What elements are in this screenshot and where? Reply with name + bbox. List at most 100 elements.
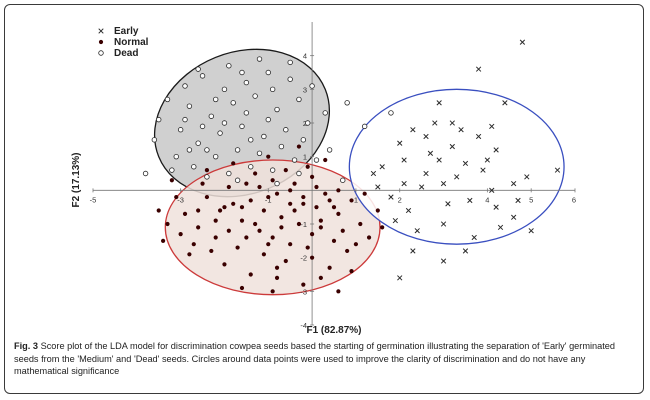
data-point-normal [323,157,328,163]
data-point-early [554,167,561,173]
data-point-normal [288,188,293,193]
legend-marker-dead [98,50,104,56]
data-point-early [511,214,517,220]
data-point-normal [231,201,236,206]
data-point-normal [169,178,174,183]
data-point-early [388,194,394,200]
data-point-dead [204,147,210,153]
data-point-dead [283,127,289,133]
data-point-normal [266,194,271,200]
data-point-early [410,127,416,133]
data-point-normal [314,205,319,210]
data-point-dead [226,63,232,69]
data-point-normal [217,208,223,213]
legend-label-early: Early [114,26,139,37]
data-point-dead [230,100,236,106]
data-point-early [475,133,482,140]
data-point-dead [234,177,241,183]
points-layer [142,39,561,294]
data-point-early [423,133,429,140]
data-point-normal [309,232,315,237]
data-point-normal [204,194,210,200]
data-point-early [405,207,412,214]
data-point-dead [261,133,267,140]
data-point-dead [265,116,271,123]
x-tick-label: -1 [265,195,272,204]
data-point-normal [182,211,188,216]
y-tick-label: -3 [300,287,307,296]
legend-label-dead: Dead [114,48,138,59]
data-point-dead [239,69,245,76]
data-point-normal [318,225,323,230]
data-point-dead [388,110,394,116]
x-tick-label: 2 [398,195,402,204]
data-point-normal [362,191,367,196]
data-point-normal [266,242,271,247]
data-point-normal [235,245,240,250]
data-point-normal [345,248,350,254]
data-point-dead [278,143,285,150]
data-point-normal [253,171,258,176]
data-point-dead [274,106,280,113]
data-point-dead [344,100,350,106]
data-point-early [436,157,442,163]
data-point-normal [248,198,253,203]
y-axis-label: F2 (17.13%) [71,152,82,207]
data-point-normal [353,242,359,247]
data-point-dead [243,110,250,116]
data-point-normal [270,235,275,240]
y-tick-label: -2 [300,254,307,263]
data-point-dead [217,130,223,136]
data-point-normal [156,208,161,213]
data-point-dead [269,167,276,173]
x-tick-label: 4 [485,195,489,204]
data-point-normal [358,221,363,227]
data-point-early [484,157,491,163]
data-point-early [392,217,398,224]
data-point-normal [244,235,249,240]
x-tick-label: -3 [177,195,184,204]
caption-figure-label: Fig. 3 [14,341,38,351]
caption-text: Score plot of the LDA model for discrimi… [14,341,616,376]
data-point-normal [305,245,310,250]
data-point-dead [177,127,184,133]
data-point-normal [279,225,284,230]
data-point-normal [274,191,280,196]
data-point-dead [361,123,368,130]
x-tick-label: 5 [529,195,533,204]
data-point-early [440,258,447,264]
data-point-normal [239,218,245,223]
data-point-normal [309,255,315,260]
data-point-normal [231,161,236,166]
data-point-normal [336,289,341,294]
data-point-early [397,140,403,146]
data-point-normal [257,184,262,190]
data-point-dead [252,93,258,99]
data-point-normal [279,215,284,220]
data-point-normal [165,221,170,227]
data-point-early [493,147,499,153]
ellipses-layer [153,48,565,296]
data-point-dead [182,83,188,89]
data-point-normal [187,252,192,257]
legend-label-normal: Normal [114,37,149,48]
y-tick-label: 1 [303,153,307,162]
x-tick-label: 1 [354,195,358,204]
y-tick-label: -4 [300,321,307,330]
data-point-normal [196,208,201,213]
data-point-dead [199,73,206,79]
data-point-dead [340,177,346,183]
data-point-normal [327,198,332,203]
data-point-normal [204,168,210,173]
data-point-normal [336,188,341,193]
data-point-normal [239,205,245,210]
data-point-dead [221,86,228,93]
data-point-early [397,275,403,281]
data-point-early [489,123,495,130]
data-point-dead [186,147,193,153]
data-point-early [524,174,530,180]
data-point-dead [195,140,201,146]
data-point-normal [261,208,266,213]
x-axis-label: F1 (82.87%) [306,325,361,336]
